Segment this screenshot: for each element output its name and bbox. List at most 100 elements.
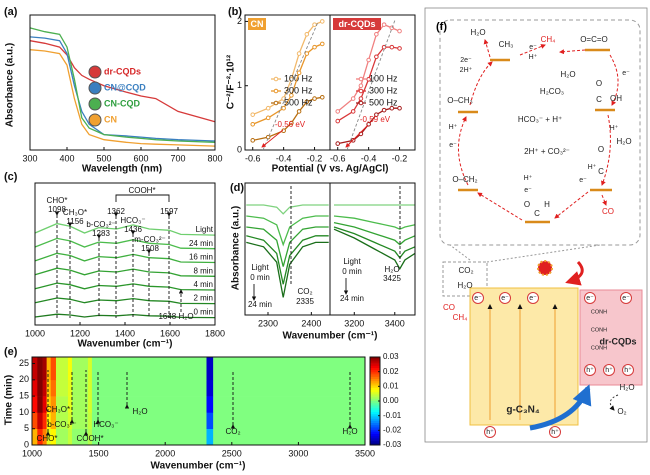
point xyxy=(319,94,325,100)
series-line xyxy=(333,215,416,230)
colorbar-step xyxy=(370,429,380,433)
annotation: 2335 xyxy=(296,297,314,306)
annotation: CO₂ xyxy=(225,427,240,436)
heat-cell xyxy=(67,379,73,397)
series-line xyxy=(333,221,416,246)
charge-arrows xyxy=(487,304,558,420)
colorbar-step xyxy=(370,427,380,430)
heat-cell xyxy=(50,357,57,381)
x-tick-label: 3000 xyxy=(288,448,308,458)
diagram-label: CH₄ xyxy=(541,35,556,44)
heat-cell xyxy=(32,412,38,430)
point xyxy=(381,107,387,113)
legend-label: CN-CQD xyxy=(104,98,140,108)
y-axis-label: Time (min) xyxy=(4,375,15,425)
colorbar-label: 0.03 xyxy=(383,352,399,361)
diagram-label: h⁺ xyxy=(486,429,494,436)
annotation: 0 min xyxy=(250,273,270,282)
point xyxy=(397,46,402,51)
y-tick-label: 15 xyxy=(19,390,29,400)
charge-circle xyxy=(527,292,539,304)
heat-cell xyxy=(71,357,89,381)
diagram-label: H₂CO₃ xyxy=(540,87,564,96)
diagram-label: e⁻ xyxy=(501,295,509,302)
heat-cell xyxy=(55,357,69,381)
point xyxy=(389,105,395,111)
y-tick-label: 10 xyxy=(19,407,29,417)
heat-cell xyxy=(87,396,93,413)
legend-label: 300 Hz xyxy=(284,85,313,95)
heat-cell xyxy=(206,396,214,413)
charge-circle xyxy=(622,364,634,376)
colorbar-step xyxy=(370,383,380,386)
legend-label: 100 Hz xyxy=(369,73,398,83)
diagram-label: CH₄ xyxy=(453,313,468,322)
annotation: Light xyxy=(251,263,269,272)
heat-cell xyxy=(67,396,73,413)
colorbar-label: 0.01 xyxy=(383,381,399,390)
diagram-label: H⁺ xyxy=(524,175,533,182)
diagram-label: H₂O xyxy=(619,383,634,392)
colorbar-step xyxy=(370,385,380,389)
heat-cell xyxy=(46,379,51,397)
diagram-label: OH xyxy=(610,94,622,103)
heat-cell xyxy=(91,396,207,413)
colorbar-step xyxy=(370,414,380,417)
diagram-label: H₂O xyxy=(457,281,472,290)
link xyxy=(449,244,471,261)
g-c3n4-band xyxy=(469,287,579,426)
legend-label: 300 Hz xyxy=(369,85,398,95)
diagram-label: H₂O xyxy=(470,28,485,37)
plot-frame xyxy=(31,356,366,446)
heat-cell xyxy=(206,412,214,430)
legend-marker xyxy=(358,76,364,82)
annotation: 1362 xyxy=(107,207,125,216)
gas-box xyxy=(442,261,488,297)
point xyxy=(265,105,271,111)
y-tick-label: 1 xyxy=(237,80,242,90)
annotation: -0.56 eV xyxy=(275,120,306,129)
annotation: HCO₃⁻ xyxy=(93,420,118,429)
heat-cell xyxy=(42,428,47,446)
colorbar-step xyxy=(370,379,380,382)
panel-label: (a) xyxy=(4,6,18,18)
x-tick-label: -0.6 xyxy=(330,153,346,163)
bracket xyxy=(115,194,170,202)
annotation: b-CO₃²⁻ xyxy=(86,220,115,229)
colorbar-step xyxy=(370,431,380,435)
x-tick-label: 2400 xyxy=(301,318,321,328)
x-tick-label: 1400 xyxy=(115,328,135,338)
series-line xyxy=(34,237,216,250)
heat-cell xyxy=(37,396,43,413)
tag: CN xyxy=(251,19,264,29)
y-axis-label: C⁻²/F⁻²·10¹² xyxy=(226,54,237,109)
point xyxy=(304,99,310,105)
x-tick-label: 3200 xyxy=(344,318,364,328)
heat-cell xyxy=(87,412,93,430)
point xyxy=(319,41,325,47)
diagram-label: h⁺ xyxy=(605,367,613,374)
sun xyxy=(537,260,553,276)
legend-marker xyxy=(88,113,102,127)
annotation: 1283 xyxy=(92,229,110,238)
colorbar-step xyxy=(370,396,380,400)
heat-cell xyxy=(213,412,366,430)
heat-cell xyxy=(87,428,93,446)
annotation: H₂O xyxy=(342,427,357,436)
series-line xyxy=(29,36,216,142)
x-tick-label: 2300 xyxy=(258,318,278,328)
point xyxy=(335,109,341,114)
tag-box xyxy=(248,18,266,30)
legend-marker xyxy=(88,65,102,79)
colorbar-step xyxy=(370,405,380,408)
point xyxy=(335,118,341,124)
annotation: Light xyxy=(343,257,361,266)
plot-frame xyxy=(329,182,416,316)
annotation: 24 min xyxy=(340,294,364,303)
point xyxy=(250,138,256,143)
diagram-label: O–CH₂ xyxy=(452,175,477,184)
annotation: CO₂ xyxy=(297,287,312,296)
heat-cell xyxy=(50,412,57,430)
heat-cell xyxy=(87,379,93,397)
